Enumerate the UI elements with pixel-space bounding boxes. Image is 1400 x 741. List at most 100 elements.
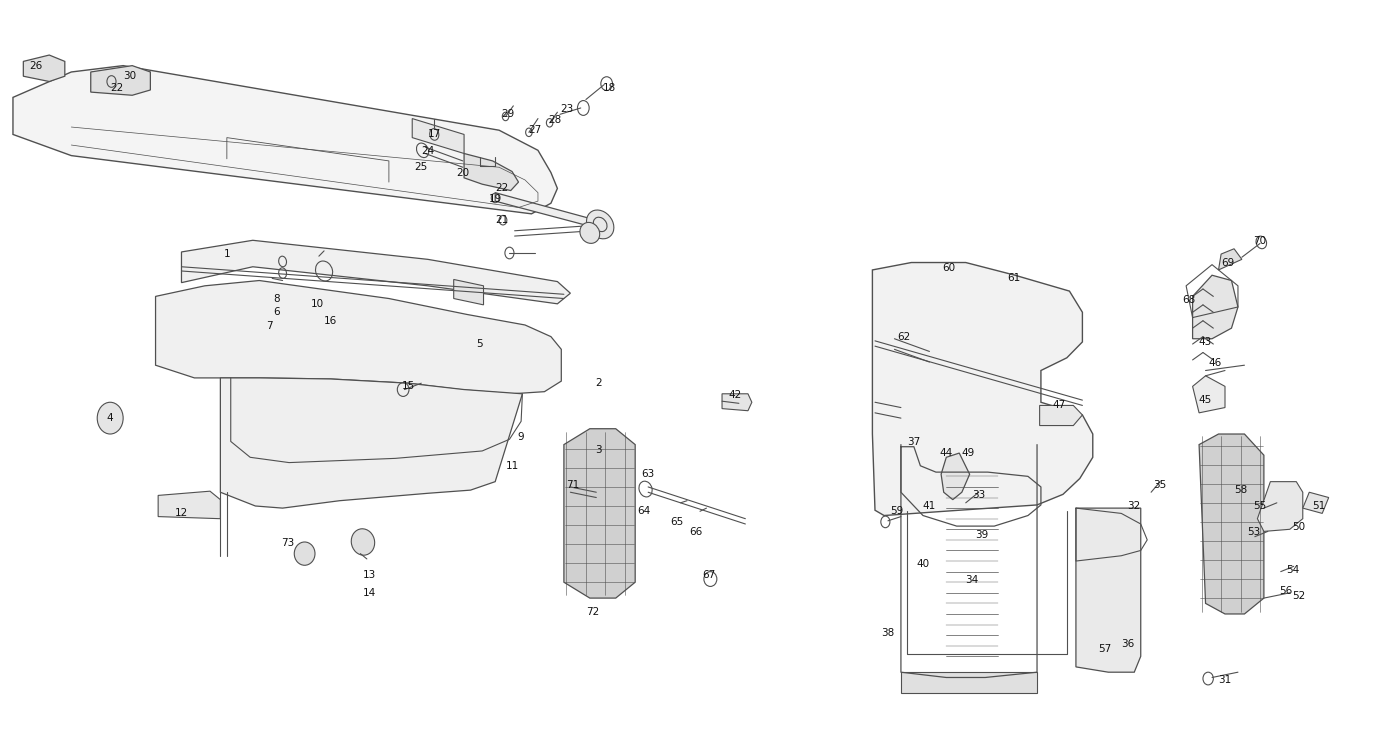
Text: 47: 47	[1053, 400, 1065, 411]
Ellipse shape	[587, 210, 613, 239]
Text: 73: 73	[281, 538, 294, 548]
Polygon shape	[722, 393, 752, 411]
Text: 61: 61	[1007, 273, 1021, 283]
Polygon shape	[24, 55, 64, 82]
Text: 21: 21	[496, 215, 508, 225]
Text: 40: 40	[917, 559, 930, 569]
Text: 34: 34	[966, 575, 979, 585]
Text: 7: 7	[266, 321, 273, 331]
Text: 54: 54	[1285, 565, 1299, 574]
Polygon shape	[155, 281, 561, 393]
Polygon shape	[1193, 376, 1225, 413]
Polygon shape	[872, 262, 1093, 516]
Text: 63: 63	[641, 469, 655, 479]
Polygon shape	[1303, 492, 1329, 514]
Text: 38: 38	[882, 628, 895, 638]
Text: 22: 22	[111, 83, 123, 93]
Text: 29: 29	[501, 110, 515, 119]
Ellipse shape	[580, 222, 599, 243]
Polygon shape	[220, 378, 522, 508]
Text: 20: 20	[456, 167, 469, 178]
Text: 5: 5	[476, 339, 483, 349]
Text: 30: 30	[123, 71, 136, 82]
Text: 15: 15	[402, 382, 414, 391]
Text: 11: 11	[505, 461, 518, 471]
Text: 50: 50	[1292, 522, 1305, 532]
Text: 25: 25	[414, 162, 428, 172]
Text: 44: 44	[939, 448, 953, 458]
Polygon shape	[1218, 249, 1242, 270]
Text: 45: 45	[1198, 395, 1212, 405]
Polygon shape	[13, 66, 557, 214]
Text: 65: 65	[671, 517, 683, 527]
Text: 6: 6	[273, 308, 280, 317]
Text: 37: 37	[907, 437, 921, 448]
Text: 52: 52	[1292, 591, 1306, 601]
Polygon shape	[564, 429, 636, 598]
Text: 66: 66	[689, 528, 703, 537]
Text: 32: 32	[1127, 501, 1141, 511]
Polygon shape	[158, 491, 220, 519]
Polygon shape	[1257, 482, 1303, 531]
Text: 59: 59	[890, 506, 903, 516]
Text: 41: 41	[923, 501, 937, 511]
Polygon shape	[1198, 434, 1264, 614]
Polygon shape	[941, 453, 970, 499]
Text: 36: 36	[1121, 639, 1134, 648]
Text: 46: 46	[1208, 358, 1221, 368]
Polygon shape	[902, 672, 1037, 694]
Text: 53: 53	[1247, 528, 1260, 537]
Text: 17: 17	[427, 130, 441, 139]
Text: 35: 35	[1154, 480, 1166, 490]
Text: 18: 18	[602, 83, 616, 93]
Text: 56: 56	[1280, 585, 1292, 596]
Text: 12: 12	[175, 508, 188, 519]
Text: 24: 24	[421, 147, 434, 156]
Text: 26: 26	[29, 61, 43, 70]
Text: 33: 33	[972, 491, 986, 500]
Text: 70: 70	[1253, 236, 1267, 246]
Text: 31: 31	[1218, 674, 1232, 685]
Text: 39: 39	[974, 530, 988, 539]
Text: 10: 10	[311, 299, 325, 309]
Text: 8: 8	[273, 293, 280, 304]
Polygon shape	[1077, 508, 1141, 672]
Text: 55: 55	[1253, 501, 1267, 511]
Text: 72: 72	[585, 607, 599, 617]
Polygon shape	[182, 240, 570, 304]
Polygon shape	[454, 279, 483, 305]
Text: 43: 43	[1198, 337, 1212, 347]
Text: 60: 60	[942, 263, 955, 273]
Text: 4: 4	[106, 413, 113, 423]
Text: 62: 62	[897, 332, 910, 342]
Text: 69: 69	[1221, 258, 1235, 268]
Text: 57: 57	[1098, 644, 1112, 654]
Text: 1: 1	[224, 249, 230, 259]
Text: 28: 28	[549, 115, 561, 124]
Text: 68: 68	[1182, 295, 1196, 305]
Polygon shape	[1193, 275, 1238, 339]
Text: 2: 2	[595, 378, 602, 388]
Text: 22: 22	[496, 184, 508, 193]
Polygon shape	[1040, 405, 1082, 425]
Polygon shape	[91, 66, 150, 96]
Text: 13: 13	[363, 570, 377, 579]
Text: 64: 64	[637, 506, 651, 516]
Ellipse shape	[97, 402, 123, 434]
Text: 27: 27	[529, 125, 542, 135]
Text: 16: 16	[323, 316, 337, 326]
Polygon shape	[412, 119, 463, 153]
Text: 51: 51	[1312, 501, 1324, 511]
Text: 58: 58	[1233, 485, 1247, 495]
Ellipse shape	[351, 529, 375, 555]
Text: 23: 23	[560, 104, 573, 114]
Text: 19: 19	[489, 194, 501, 204]
Text: 49: 49	[962, 448, 974, 458]
Polygon shape	[496, 193, 599, 229]
Ellipse shape	[294, 542, 315, 565]
Text: 3: 3	[595, 445, 602, 455]
Text: 71: 71	[567, 480, 580, 490]
Text: 67: 67	[703, 570, 715, 579]
Text: 14: 14	[363, 588, 377, 598]
Text: 9: 9	[518, 432, 525, 442]
